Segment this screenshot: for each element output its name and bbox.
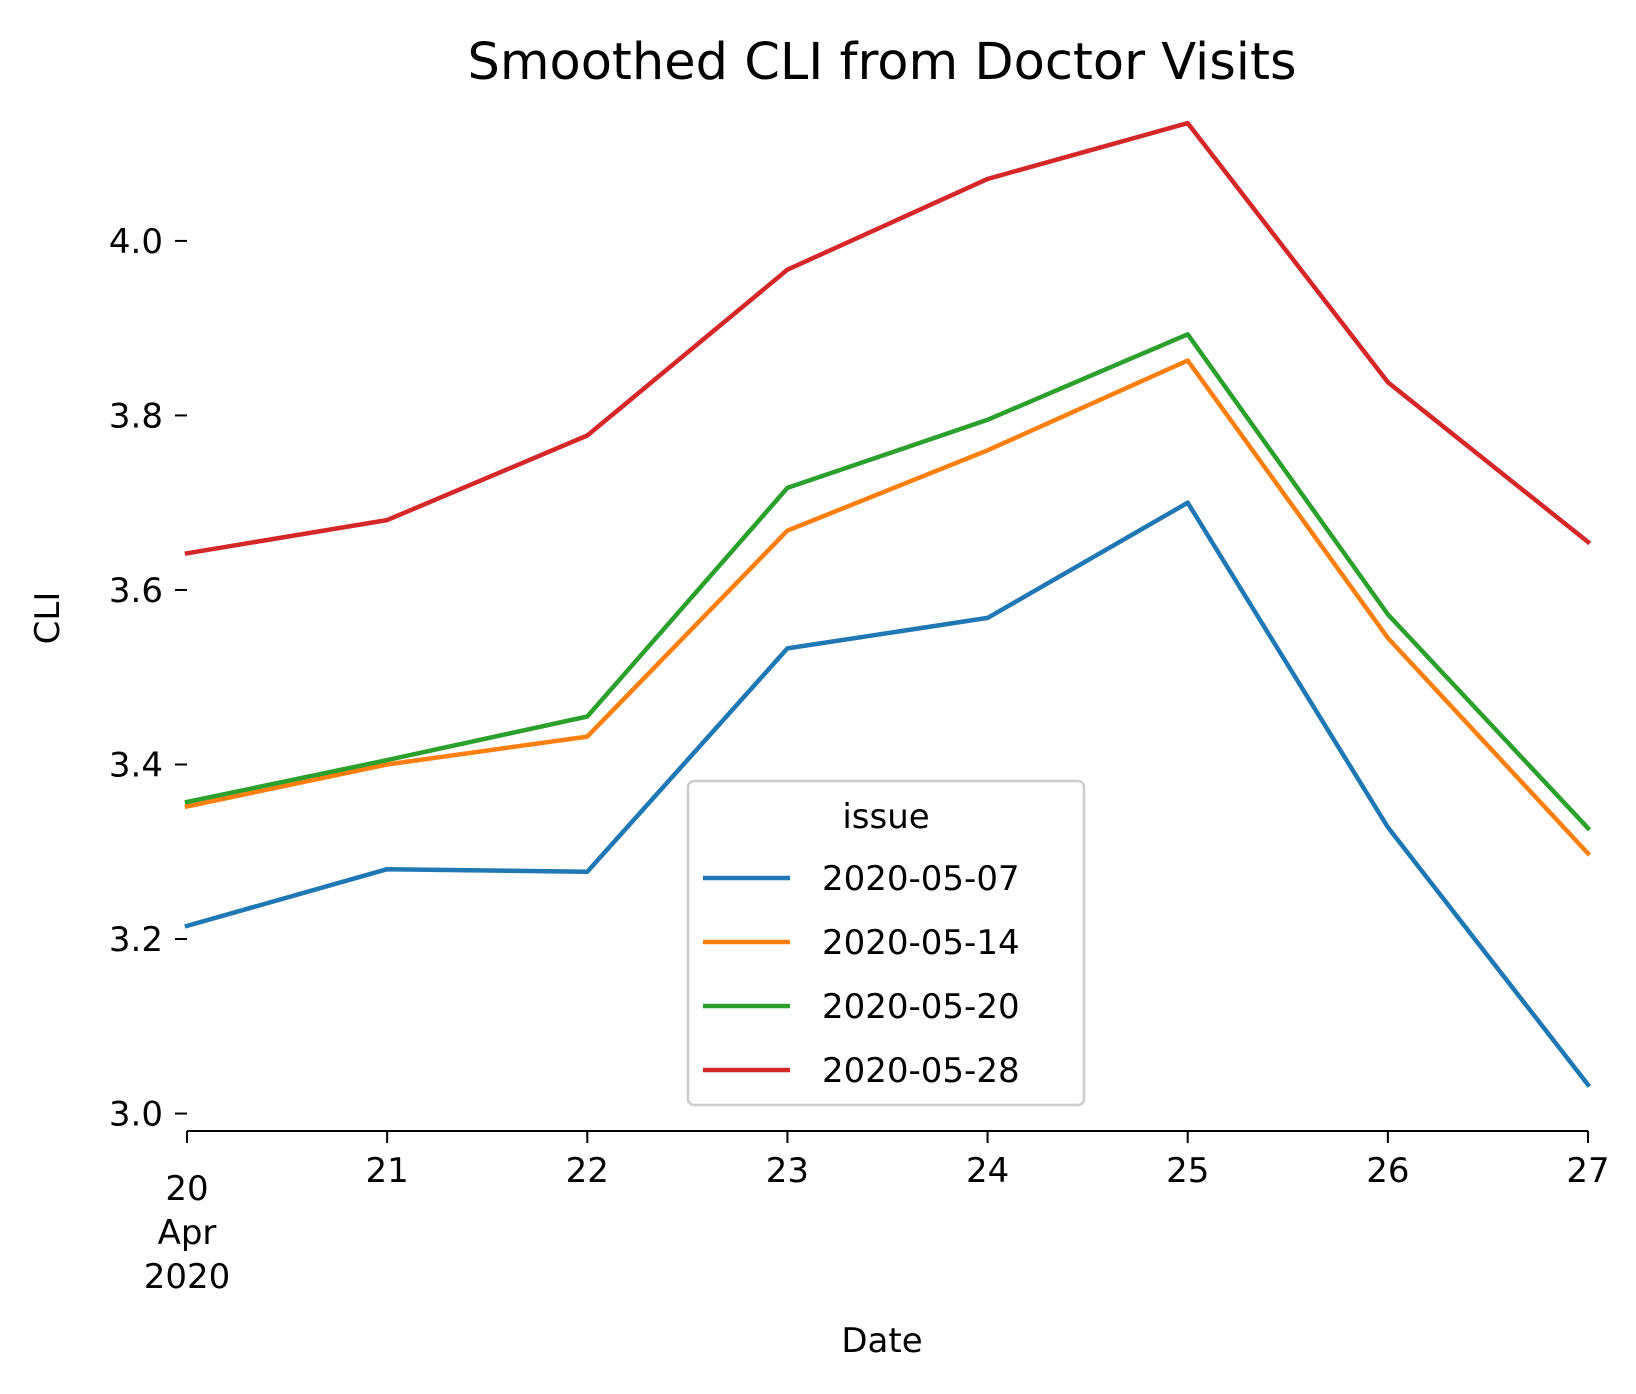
x-tick-label: 20 [165, 1169, 208, 1209]
legend-label: 2020-05-14 [822, 923, 1020, 963]
x-tick-label: 2020 [144, 1257, 231, 1297]
x-tick-label: 23 [766, 1151, 809, 1191]
y-axis-label: CLI [28, 592, 68, 645]
y-tick-label: 3.0 [109, 1095, 163, 1135]
x-axis-label: Date [841, 1321, 922, 1361]
series-line-2020-05-14 [184, 358, 1592, 857]
x-tick-label: 26 [1366, 1151, 1409, 1191]
legend-label: 2020-05-20 [822, 987, 1020, 1027]
series-line-2020-05-20 [184, 332, 1592, 832]
chart-title: Smoothed CLI from Doctor Visits [467, 33, 1296, 92]
y-tick-label: 3.6 [109, 571, 163, 611]
y-tick-label: 3.2 [109, 920, 163, 960]
x-tick-label: 25 [1166, 1151, 1209, 1191]
legend-title: issue [842, 797, 929, 837]
y-axis: 3.0 3.2 3.4 3.6 3.8 4.0 [109, 222, 187, 1135]
series-line-2020-05-28 [184, 120, 1592, 556]
plot-area [184, 120, 1592, 1088]
x-tick-label: 27 [1566, 1151, 1609, 1191]
y-tick-label: 3.4 [109, 745, 163, 785]
x-tick-label: 24 [966, 1151, 1009, 1191]
y-tick-label: 3.8 [109, 396, 163, 436]
legend-label: 2020-05-28 [822, 1051, 1020, 1091]
x-tick-label: Apr [158, 1213, 217, 1253]
x-tick-label: 21 [366, 1151, 409, 1191]
legend-frame [686, 779, 1086, 1107]
legend-label: 2020-05-07 [822, 859, 1020, 899]
series-line-2020-05-07 [184, 500, 1592, 1088]
legend: issue 2020-05-07 2020-05-14 2020-05-20 2020… [686, 779, 1086, 1107]
x-tick-label: 22 [566, 1151, 609, 1191]
y-tick-label: 4.0 [109, 222, 163, 262]
